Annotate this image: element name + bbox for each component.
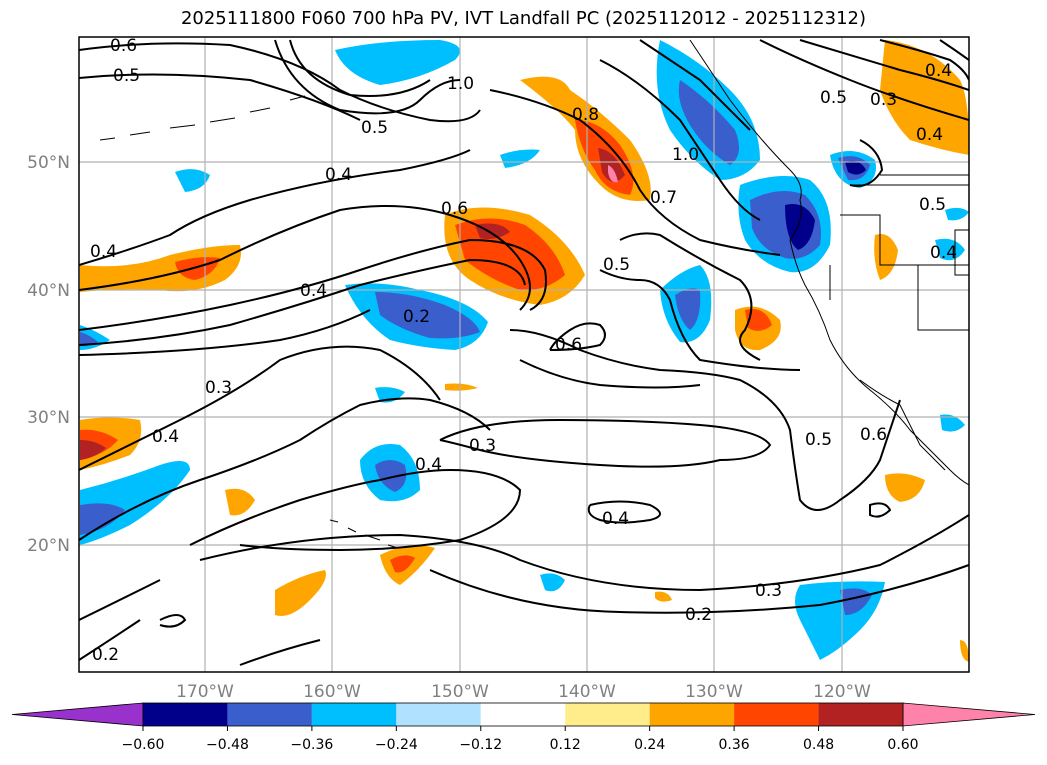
contour-label: 0.6 <box>441 199 468 219</box>
colorbar-tick-label: −0.36 <box>290 737 333 753</box>
contour-label: 0.3 <box>870 90 897 110</box>
contour-label: 0.4 <box>916 125 943 145</box>
contour-label: 0.7 <box>650 188 677 208</box>
contour-label: 0.2 <box>403 307 430 327</box>
colorbar-bin <box>734 703 819 726</box>
longitude-ticks: 170°W 160°W 150°W 140°W 130°W 120°W <box>176 682 871 702</box>
colorbar-tick-label: −0.60 <box>122 737 165 753</box>
contour-label: 0.5 <box>805 430 832 450</box>
colorbar-tick-label: 0.60 <box>887 737 918 753</box>
lon-tick-label: 150°W <box>431 682 489 702</box>
colorbar-tick-label: 0.48 <box>803 737 834 753</box>
lat-tick-label: 40°N <box>27 281 70 301</box>
colorbar-tick-label: 0.12 <box>550 737 581 753</box>
contour-labels: 0.6 0.5 1.0 0.5 0.4 0.8 1.0 0.3 0.4 0.5 … <box>90 36 957 665</box>
contour-label: 0.4 <box>925 61 952 81</box>
colorbar-bin <box>649 703 735 726</box>
contour-label: 0.4 <box>90 242 117 262</box>
colorbar-outline <box>142 702 904 727</box>
colorbar-tick-label: −0.24 <box>375 737 418 753</box>
lat-tick-label: 20°N <box>27 536 70 556</box>
lat-tick-label: 50°N <box>27 153 70 173</box>
colorbar-bin <box>396 703 481 726</box>
lat-tick-label: 30°N <box>27 408 70 428</box>
contour-label: 0.8 <box>572 105 599 125</box>
contour-label: 0.5 <box>113 66 140 86</box>
latitude-ticks: 50°N 40°N 30°N 20°N <box>27 153 70 556</box>
contour-label: 0.4 <box>325 165 352 185</box>
colorbar-bin <box>565 703 650 726</box>
ivt-contours <box>79 39 969 666</box>
contour-label: 0.2 <box>685 605 712 625</box>
lon-tick-label: 160°W <box>303 682 361 702</box>
lon-tick-label: 140°W <box>558 682 616 702</box>
colorbar-bin <box>143 703 228 726</box>
colorbar-bin <box>227 703 312 726</box>
map-gridlines <box>79 37 969 672</box>
contour-label: 0.2 <box>92 645 119 665</box>
contour-label: 0.4 <box>602 509 629 529</box>
contour-label: 0.5 <box>603 255 630 275</box>
colorbar-bin <box>311 703 397 726</box>
contour-label: 0.5 <box>919 195 946 215</box>
colorbar-bin <box>818 703 903 726</box>
coastlines <box>99 39 969 549</box>
contour-label: 0.4 <box>415 455 442 475</box>
colorbar-bin <box>480 703 566 726</box>
lon-tick-label: 120°W <box>813 682 871 702</box>
lon-tick-label: 130°W <box>685 682 743 702</box>
colorbar-tick-label: −0.48 <box>206 737 249 753</box>
lon-tick-label: 170°W <box>176 682 234 702</box>
colorbar-extend-high <box>902 702 1036 727</box>
contour-label: 1.0 <box>447 74 474 94</box>
contour-label: 0.6 <box>555 335 582 355</box>
contour-label: 0.4 <box>152 427 179 447</box>
contour-label: 1.0 <box>672 145 699 165</box>
map-frame <box>78 36 970 673</box>
contour-label: 0.4 <box>300 281 327 301</box>
map-canvas <box>79 37 969 672</box>
contour-label: 0.3 <box>205 378 232 398</box>
contour-label: 0.6 <box>110 36 137 56</box>
colorbar-extend-low <box>11 702 144 727</box>
contour-label: 0.3 <box>755 581 782 601</box>
contour-label: 0.3 <box>469 436 496 456</box>
contour-label: 0.4 <box>930 243 957 263</box>
colorbar-tick-label: 0.24 <box>634 737 665 753</box>
colorbar: −0.60 −0.48 −0.36 −0.24 −0.12 0.12 0.24 0.36 0.4… <box>11 702 1036 753</box>
contour-label: 0.5 <box>820 88 847 108</box>
colorbar-tick-label: 0.36 <box>719 737 750 753</box>
pv-shading <box>80 40 969 662</box>
contour-label: 0.6 <box>860 425 887 445</box>
contour-label: 0.5 <box>361 118 388 138</box>
figure-title: 2025111800 F060 700 hPa PV, IVT Landfall… <box>180 8 867 29</box>
colorbar-tick-label: −0.12 <box>459 737 502 753</box>
